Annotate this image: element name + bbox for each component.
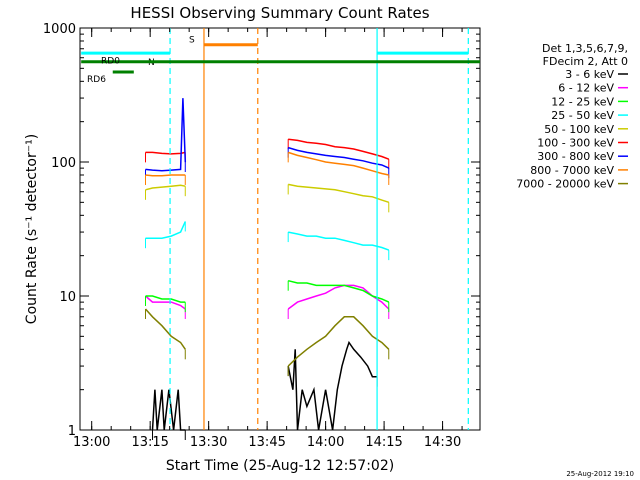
series-3-6-kev-line [287, 340, 378, 431]
x-tick-label: 14:00 [307, 435, 344, 450]
y-tick-label: 1 [68, 424, 76, 439]
y-tick-label: 1000 [43, 22, 76, 37]
flag-bar-label: RD6 [87, 75, 106, 85]
legend-entry-label: 300 - 800 keV [537, 150, 614, 163]
series-300-800-kev-line [145, 98, 187, 172]
series-3-6-kev-line [151, 389, 186, 431]
x-tick-label: 13:45 [248, 435, 285, 450]
legend-entry-label: 50 - 100 keV [544, 123, 614, 136]
y-axis-label: Count Rate (s⁻¹ detector⁻¹) [24, 134, 40, 324]
x-axis-label: Start Time (25-Aug-12 12:57:02) [166, 458, 394, 474]
series-50-100-kev-line [145, 184, 186, 191]
series-25-50-kev-line [145, 221, 186, 239]
x-tick-label: 14:15 [365, 435, 402, 450]
chart-title: HESSI Observing Summary Count Rates [130, 4, 429, 22]
x-tick-label: 14:30 [424, 435, 461, 450]
series-800-7000-kev-line [145, 174, 186, 177]
series-6-12-kev-line [145, 295, 186, 310]
legend-entry-label: 25 - 50 keV [551, 109, 614, 122]
series-12-25-kev-line [145, 295, 186, 303]
y-tick-label: 100 [51, 156, 76, 171]
axes-layer: 1 10 100 1000 13:00 13:15 13:30 13:45 14:00 14:15… [43, 22, 480, 450]
x-tick-label: 13:00 [73, 435, 110, 450]
series-12-25-kev-line [288, 279, 390, 303]
legend-entry-label: 3 - 6 keV [565, 68, 614, 81]
series-7000-20000-kev-line [144, 308, 186, 350]
legend-entry-label: 12 - 25 keV [551, 95, 614, 108]
overlay-layer: NSRD0RD6 [81, 28, 480, 430]
x-tick-label: 13:15 [131, 435, 168, 450]
series-50-100-kev-line [288, 183, 390, 204]
legend-entry-label: 800 - 7000 keV [530, 164, 614, 177]
legend-header-line: Det 1,3,5,6,7,9, [542, 42, 628, 55]
x-tick-label: 13:30 [190, 435, 227, 450]
legend-entry-label: 7000 - 20000 keV [516, 178, 614, 191]
legend-entry-label: 100 - 300 keV [537, 137, 614, 150]
series-300-800-kev-line [287, 146, 390, 169]
series-7000-20000-kev-line [287, 316, 390, 367]
series-layer [144, 98, 390, 440]
legend-header-line: FDecim 2, Att 0 [543, 55, 628, 68]
flag-bar-label: RD0 [101, 57, 120, 67]
series-100-300-kev-line [145, 151, 186, 155]
generation-timestamp: 25-Aug-2012 19:10 [566, 470, 634, 478]
series-25-50-kev-line [288, 231, 390, 251]
y-tick-label: 10 [59, 290, 76, 305]
flag-bar-label: S [189, 36, 195, 46]
series-800-7000-kev-line [287, 151, 389, 176]
series-100-300-kev-line [288, 138, 390, 160]
plot-frame [79, 27, 481, 431]
legend: Det 1,3,5,6,7,9,FDecim 2, Att 03 - 6 keV… [516, 42, 628, 191]
legend-entry-label: 6 - 12 keV [558, 82, 614, 95]
